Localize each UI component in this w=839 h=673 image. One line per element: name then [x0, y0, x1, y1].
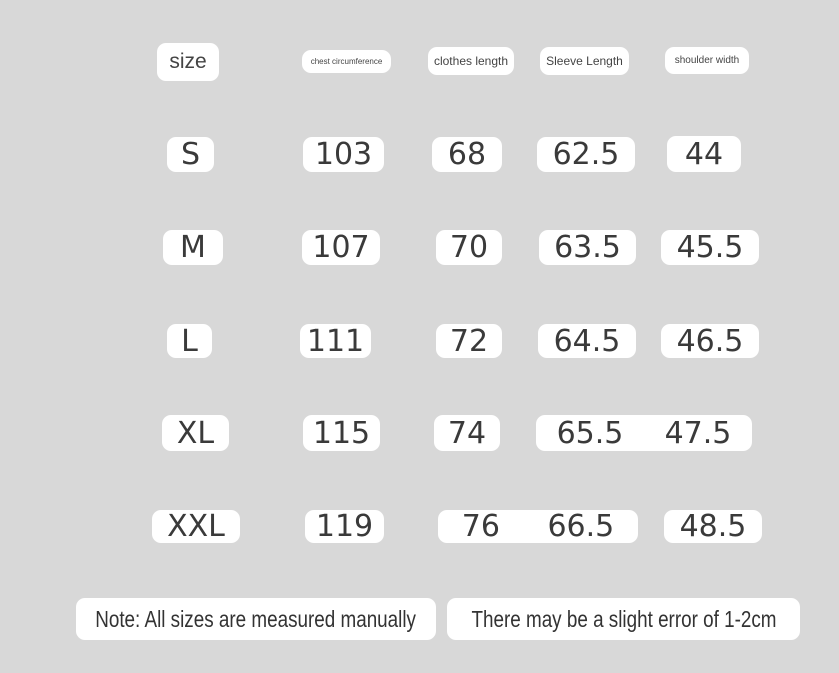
sleeve-shoulder-cell: 65.5 47.5 [536, 415, 752, 451]
chest-cell: 119 [305, 509, 384, 544]
header-size: size [157, 43, 219, 81]
length-sleeve-cell: 76 66.5 [438, 509, 638, 544]
length-cell: 70 [436, 230, 502, 265]
sleeve-cell: 64.5 [538, 324, 636, 359]
header-clothes-length: clothes length [428, 47, 514, 75]
header-chest-circumference: chest circumference [302, 50, 391, 73]
length-value: 76 [461, 509, 500, 544]
chest-cell: 115 [303, 415, 380, 451]
sleeve-cell: 62.5 [537, 137, 635, 172]
size-cell: XL [162, 415, 229, 451]
size-cell: M [163, 230, 223, 265]
length-cell: 74 [434, 415, 500, 451]
chest-cell: 107 [302, 230, 380, 265]
note-left-text: Note: All sizes are measured manually [95, 605, 417, 632]
note-right-text: There may be a slight error of 1-2cm [470, 605, 777, 632]
header-sleeve-length: Sleeve Length [540, 47, 629, 75]
chest-cell: 111 [300, 324, 371, 359]
note-measured-manually: Note: All sizes are measured manually [76, 598, 436, 640]
shoulder-value: 47.5 [664, 415, 732, 451]
size-cell: XXL [152, 509, 240, 544]
chest-cell: 103 [303, 137, 384, 172]
sleeve-value: 65.5 [556, 415, 624, 451]
shoulder-cell: 44 [667, 136, 741, 172]
shoulder-cell: 45.5 [661, 230, 759, 265]
header-shoulder-width: shoulder width [665, 47, 749, 74]
sleeve-value: 66.5 [547, 509, 615, 544]
sleeve-cell: 63.5 [539, 230, 636, 265]
shoulder-cell: 46.5 [661, 324, 759, 359]
length-cell: 72 [436, 324, 502, 359]
note-error-margin: There may be a slight error of 1-2cm [447, 598, 800, 640]
size-cell: S [167, 137, 214, 172]
shoulder-cell: 48.5 [664, 509, 762, 544]
size-cell: L [167, 324, 212, 359]
length-cell: 68 [432, 137, 502, 172]
